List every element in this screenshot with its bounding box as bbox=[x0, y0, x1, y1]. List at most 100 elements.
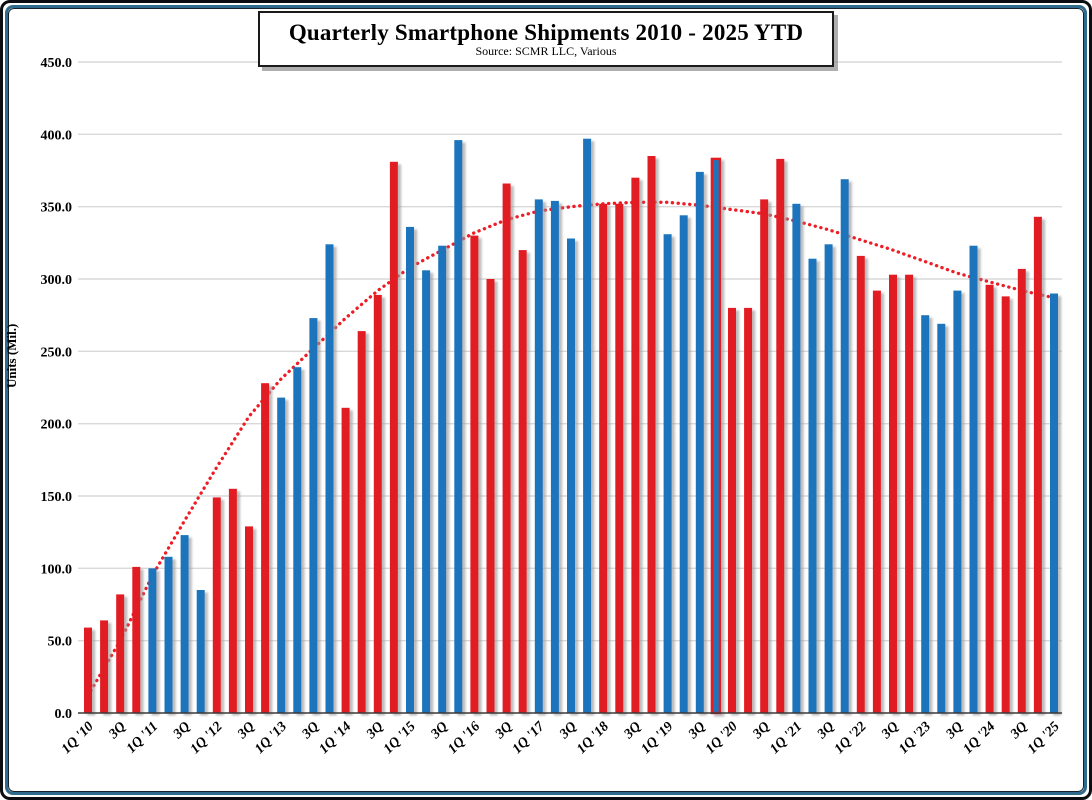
x-tick-label: 1Q '20 bbox=[703, 719, 741, 757]
bar-3Q-11 bbox=[180, 535, 189, 713]
y-tick-label: 400.0 bbox=[41, 128, 73, 143]
x-tick-label: 3Q bbox=[750, 719, 773, 742]
y-tick-label: 450.0 bbox=[41, 56, 73, 71]
bar-3Q-23 bbox=[953, 290, 962, 713]
chart-title-box: Quarterly Smartphone Shipments 2010 - 20… bbox=[258, 11, 834, 67]
trendline bbox=[86, 200, 1056, 698]
bar-4Q-21 bbox=[840, 179, 849, 713]
x-tick-label: 3Q bbox=[685, 719, 708, 742]
bar-1Q-16 bbox=[470, 235, 479, 713]
bar-4Q-23 bbox=[969, 245, 978, 713]
bar-4Q-14 bbox=[389, 161, 398, 714]
bar-2Q-11 bbox=[164, 556, 173, 713]
bar-2Q-19 bbox=[679, 215, 688, 714]
bar-4Q-15 bbox=[454, 140, 463, 714]
bar-2Q-15 bbox=[422, 270, 431, 713]
bar-2Q-18 bbox=[615, 203, 624, 714]
bar-4Q-13 bbox=[325, 244, 334, 714]
bar-1Q-11 bbox=[148, 568, 157, 713]
bar-3Q-14 bbox=[373, 294, 382, 713]
bar-4Q-12 bbox=[261, 383, 270, 713]
bar-2Q-10 bbox=[100, 620, 109, 713]
y-axis-title: Units (Mil.) bbox=[4, 323, 19, 388]
y-tick-label: 300.0 bbox=[41, 273, 73, 288]
bar-2Q-13 bbox=[293, 367, 302, 713]
x-tick-label: 1Q '19 bbox=[639, 719, 677, 757]
x-tick-label: 3Q bbox=[428, 719, 451, 742]
bar-1Q-12 bbox=[212, 497, 221, 713]
x-tick-label: 3Q bbox=[1007, 719, 1030, 742]
bar-3Q-24 bbox=[1017, 268, 1026, 713]
y-tick-label: 0.0 bbox=[55, 707, 73, 722]
bar-1Q-22 bbox=[856, 255, 865, 713]
bar-2Q-22 bbox=[872, 290, 881, 713]
bar-1Q-14 bbox=[341, 407, 350, 713]
bar-1Q-15 bbox=[406, 226, 414, 713]
y-tick-label: 250.0 bbox=[41, 345, 73, 360]
bar-1Q-19 bbox=[663, 234, 672, 713]
bar-3Q-13 bbox=[309, 318, 318, 713]
y-tick-label: 350.0 bbox=[41, 201, 73, 216]
bar-4Q-20 bbox=[776, 158, 785, 713]
x-tick-label: 3Q bbox=[621, 719, 644, 742]
bar-2Q-20 bbox=[744, 307, 753, 713]
bar-3Q-22 bbox=[889, 274, 897, 713]
bar-1Q-18 bbox=[599, 203, 608, 714]
bar-3Q-15 bbox=[438, 245, 447, 713]
bar-1Q-23 bbox=[921, 315, 930, 713]
bar-3Q-20 bbox=[760, 199, 769, 713]
x-tick-label: 3Q bbox=[299, 719, 322, 742]
x-tick-label: 3Q bbox=[943, 719, 966, 742]
bar-2Q-12 bbox=[228, 488, 237, 713]
bar-3Q-17 bbox=[567, 238, 575, 713]
x-tick-label: 1Q '21 bbox=[767, 719, 805, 757]
bar-1Q-13 bbox=[277, 397, 286, 713]
bar-4Q-11 bbox=[196, 590, 205, 713]
bar-2Q-14 bbox=[357, 331, 366, 713]
chart-subtitle: Source: SCMR LLC, Various bbox=[475, 44, 617, 59]
y-tick-label: 100.0 bbox=[41, 562, 73, 577]
y-tick-label: 200.0 bbox=[41, 418, 73, 433]
bar-3Q-18 bbox=[631, 177, 640, 713]
x-tick-label: 3Q bbox=[234, 719, 257, 742]
x-tick-label: 1Q '25 bbox=[1025, 719, 1063, 757]
bar-1Q-10 bbox=[84, 627, 92, 713]
bar-3Q-10 bbox=[116, 594, 125, 713]
bar-3Q-16 bbox=[502, 183, 511, 713]
x-tick-label: 1Q '12 bbox=[188, 719, 226, 757]
y-tick-label: 150.0 bbox=[41, 490, 73, 505]
bar-4Q-22 bbox=[905, 274, 914, 713]
bar-1Q-20 bbox=[728, 307, 736, 713]
chart-title: Quarterly Smartphone Shipments 2010 - 20… bbox=[288, 19, 804, 45]
bar-2Q-17 bbox=[550, 200, 559, 713]
x-tick-label: 1Q '23 bbox=[896, 719, 934, 757]
bar-3Q-19 bbox=[695, 171, 704, 713]
bar-3Q-12 bbox=[245, 526, 253, 713]
bar-1Q-25 bbox=[1050, 293, 1058, 713]
x-tick-label: 1Q '11 bbox=[124, 719, 161, 756]
bar-1Q-24 bbox=[985, 284, 994, 713]
x-tick-label: 3Q bbox=[363, 719, 386, 742]
bar-1Q-17 bbox=[534, 199, 543, 713]
bar-4Q-24 bbox=[1033, 216, 1042, 714]
bar-2Q-24 bbox=[1001, 296, 1010, 713]
x-tick-label: 1Q '15 bbox=[381, 719, 419, 757]
x-tick-label: 3Q bbox=[492, 719, 515, 742]
x-tick-label: 3Q bbox=[170, 719, 193, 742]
bar-2Q-21 bbox=[808, 258, 817, 713]
bar-2Q-16 bbox=[486, 279, 495, 713]
x-tick-label: 1Q '16 bbox=[445, 719, 483, 757]
x-tick-label: 1Q '17 bbox=[510, 719, 549, 758]
bar-1Q-21 bbox=[792, 203, 801, 714]
x-tick-label: 3Q bbox=[814, 719, 837, 742]
bar-4Q-18 bbox=[647, 156, 656, 713]
x-tick-label: 1Q '10 bbox=[59, 719, 97, 757]
bar-4Q-19 bbox=[710, 157, 722, 715]
bar-3Q-21 bbox=[824, 244, 833, 714]
x-tick-label: 3Q bbox=[878, 719, 901, 742]
x-tick-label: 1Q '14 bbox=[317, 719, 355, 757]
bar-2Q-23 bbox=[937, 323, 946, 713]
x-tick-label: 3Q bbox=[556, 719, 579, 742]
x-tick-label: 1Q '24 bbox=[961, 719, 999, 757]
